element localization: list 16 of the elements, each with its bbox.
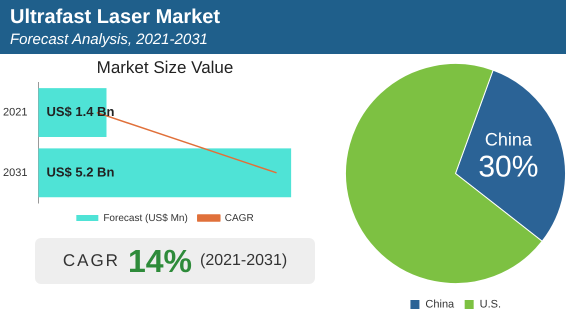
legend-label: China xyxy=(425,298,456,311)
chart-title: Market Size Value xyxy=(96,58,234,77)
text: 14% xyxy=(128,242,192,280)
legend-label: CAGR xyxy=(224,212,254,224)
data-label: 30% xyxy=(478,150,538,184)
data-label: US$ 1.4 Bn xyxy=(46,104,114,120)
text: Forecast Analysis, 2021-2031 xyxy=(10,31,208,48)
data-label: US$ 5.2 Bn xyxy=(46,164,114,180)
legend-label: Forecast (US$ Mn) xyxy=(103,212,188,224)
legend-label: U.S. xyxy=(480,298,502,311)
y-tick-label: 2021 xyxy=(2,106,28,119)
text: (2021-2031) xyxy=(200,252,288,270)
y-tick-label: 2031 xyxy=(2,166,28,179)
text: CAGR xyxy=(62,251,120,271)
text: Ultrafast Laser Market xyxy=(10,6,220,29)
slice-label: China xyxy=(484,129,533,150)
